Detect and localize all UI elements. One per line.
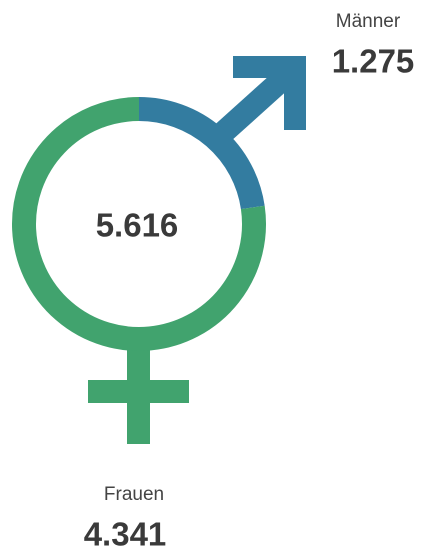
female-symbol [88, 345, 189, 444]
value-label: 4.341 [84, 516, 167, 549]
legend-label: Männer [336, 11, 401, 32]
arrow-shaft [207, 68, 293, 149]
donut-segment [138, 97, 265, 210]
donut-segment [12, 97, 266, 351]
donut [12, 97, 266, 351]
cross-horizontal [88, 380, 189, 403]
legend-label: Frauen [104, 484, 164, 505]
arrow-head [233, 56, 306, 130]
value-label: 1.275 [332, 43, 415, 80]
male-symbol [207, 56, 306, 149]
total-label: 5.616 [96, 207, 179, 244]
